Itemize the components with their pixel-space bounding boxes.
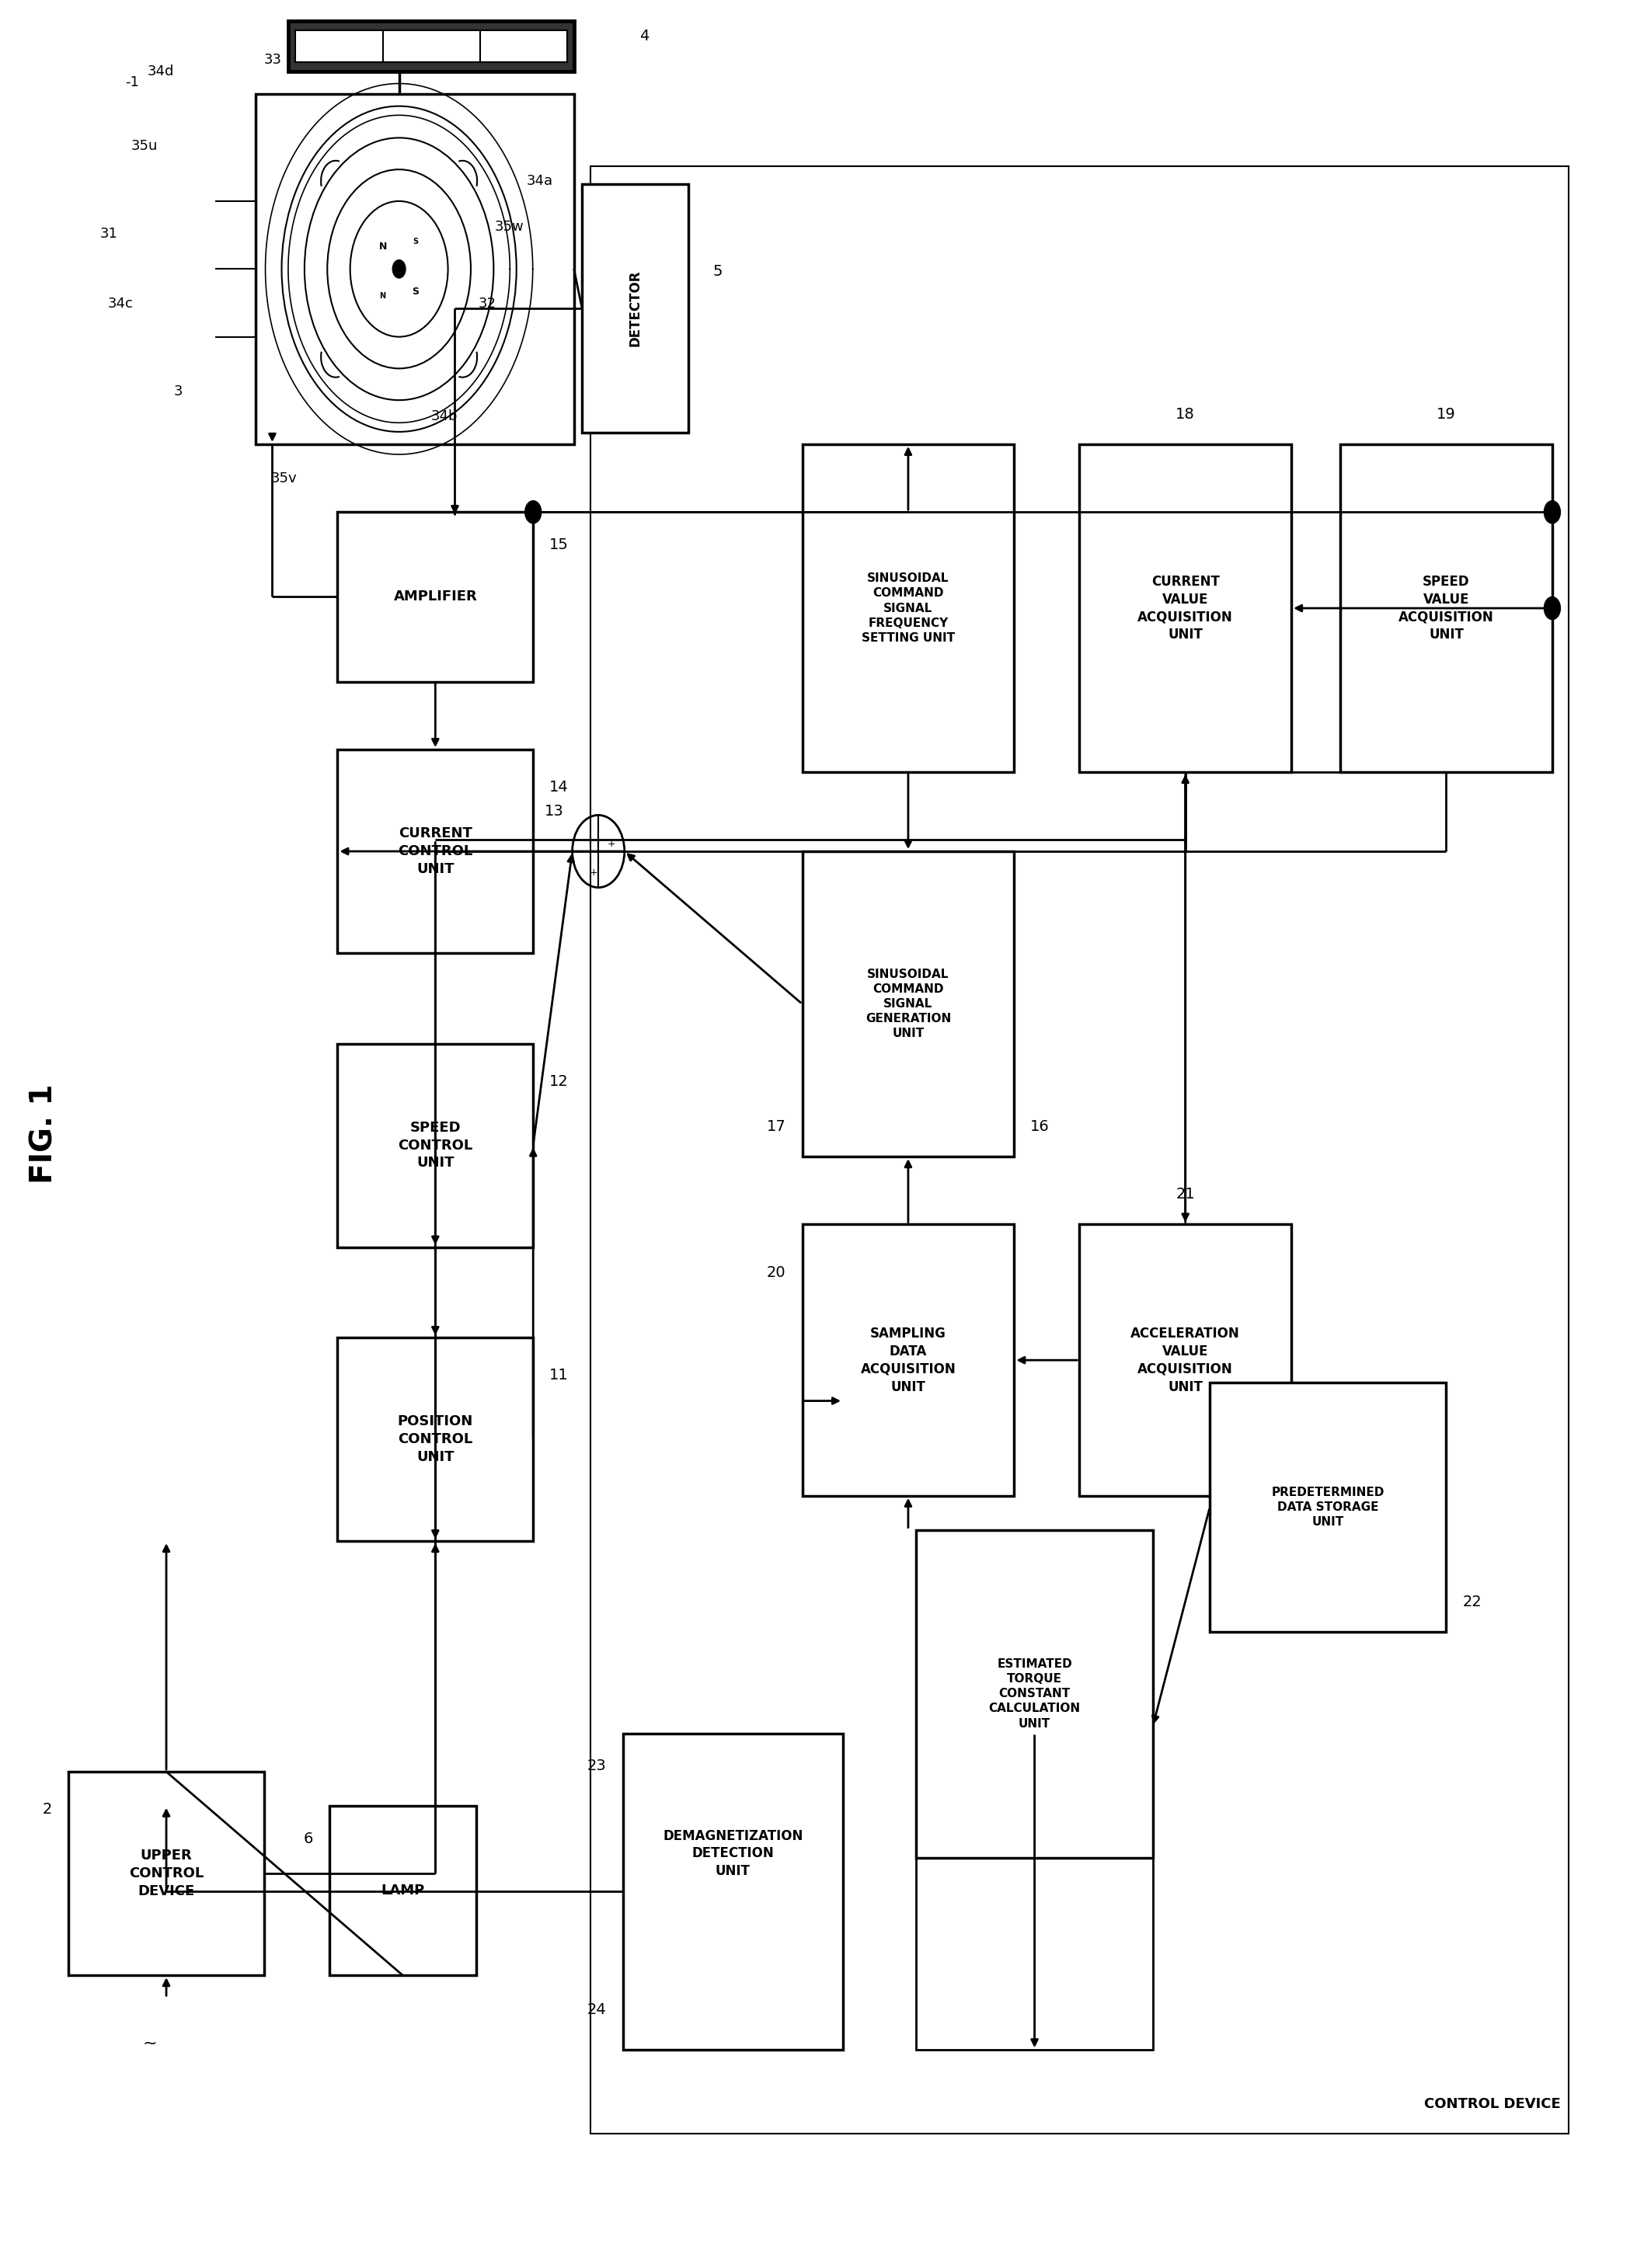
Bar	[337, 513, 534, 683]
Bar	[69, 1771, 264, 1975]
Text: UPPER
CONTROL
DEVICE: UPPER CONTROL DEVICE	[129, 1848, 203, 1898]
Text: 17: 17	[766, 1118, 786, 1134]
Text: 35w: 35w	[494, 220, 524, 234]
Text: 11: 11	[550, 1368, 568, 1383]
Bar	[1079, 445, 1292, 771]
Text: S: S	[413, 238, 417, 245]
Text: N: N	[380, 293, 386, 299]
Bar	[337, 1043, 534, 1247]
Bar	[337, 1338, 534, 1540]
Text: 34d: 34d	[147, 64, 175, 77]
Text: 34c: 34c	[108, 297, 134, 311]
Text: 12: 12	[550, 1075, 568, 1089]
Text: CONTROL DEVICE: CONTROL DEVICE	[1424, 2098, 1560, 2112]
Bar	[1079, 1225, 1292, 1497]
Text: SPEED
VALUE
ACQUISITION
UNIT: SPEED VALUE ACQUISITION UNIT	[1398, 574, 1495, 642]
Circle shape	[1544, 596, 1560, 619]
Text: 34a: 34a	[525, 175, 553, 188]
Text: 23: 23	[588, 1758, 607, 1774]
Text: +: +	[589, 869, 598, 878]
Circle shape	[525, 501, 542, 524]
Text: LAMP: LAMP	[381, 1882, 424, 1898]
Bar	[591, 166, 1568, 2134]
Text: 22: 22	[1462, 1594, 1481, 1608]
Text: 35u: 35u	[131, 138, 159, 154]
Bar	[255, 93, 575, 445]
Bar	[1341, 445, 1552, 771]
Text: SPEED
CONTROL
UNIT: SPEED CONTROL UNIT	[398, 1120, 473, 1170]
Text: ACCELERATION
VALUE
ACQUISITION
UNIT: ACCELERATION VALUE ACQUISITION UNIT	[1131, 1327, 1241, 1395]
Text: 31: 31	[100, 227, 118, 240]
Bar	[622, 1733, 843, 2050]
Bar	[802, 1225, 1015, 1497]
Bar	[583, 184, 688, 433]
Text: 14: 14	[550, 780, 568, 794]
Text: 16: 16	[1030, 1118, 1049, 1134]
Text: DEMAGNETIZATION
DETECTION
UNIT: DEMAGNETIZATION DETECTION UNIT	[663, 1828, 804, 1878]
Text: SINUSOIDAL
COMMAND
SIGNAL
GENERATION
UNIT: SINUSOIDAL COMMAND SIGNAL GENERATION UNI…	[866, 968, 951, 1039]
Text: 33: 33	[264, 52, 282, 66]
Circle shape	[1544, 501, 1560, 524]
Text: CURRENT
VALUE
ACQUISITION
UNIT: CURRENT VALUE ACQUISITION UNIT	[1138, 574, 1233, 642]
Text: -1: -1	[126, 75, 139, 88]
Text: 5: 5	[712, 263, 722, 279]
Text: 2: 2	[43, 1803, 52, 1817]
Bar	[1210, 1383, 1445, 1631]
Text: 3: 3	[174, 386, 183, 399]
Text: 13: 13	[545, 803, 565, 819]
Text: 19: 19	[1437, 406, 1455, 422]
Bar	[337, 748, 534, 953]
Text: N: N	[378, 240, 386, 252]
Text: 24: 24	[588, 2003, 607, 2016]
Text: CURRENT
CONTROL
UNIT: CURRENT CONTROL UNIT	[398, 826, 473, 875]
Text: SAMPLING
DATA
ACQUISITION
UNIT: SAMPLING DATA ACQUISITION UNIT	[861, 1327, 956, 1395]
Text: SINUSOIDAL
COMMAND
SIGNAL
FREQUENCY
SETTING UNIT: SINUSOIDAL COMMAND SIGNAL FREQUENCY SETT…	[861, 572, 954, 644]
Text: 20: 20	[766, 1266, 786, 1279]
Text: AMPLIFIER: AMPLIFIER	[393, 590, 476, 603]
Text: FIG. 1: FIG. 1	[29, 1084, 59, 1184]
Bar	[329, 1805, 476, 1975]
Text: 4: 4	[638, 29, 648, 43]
Text: 35v: 35v	[270, 472, 296, 485]
Text: ESTIMATED
TORQUE
CONSTANT
CALCULATION
UNIT: ESTIMATED TORQUE CONSTANT CALCULATION UN…	[989, 1658, 1080, 1730]
Text: 21: 21	[1175, 1186, 1195, 1202]
Bar	[295, 29, 568, 61]
Circle shape	[393, 261, 406, 279]
Text: ~: ~	[142, 2034, 157, 2050]
Text: POSITION
CONTROL
UNIT: POSITION CONTROL UNIT	[398, 1415, 473, 1465]
Text: 34b: 34b	[431, 408, 458, 424]
Text: S: S	[413, 286, 419, 297]
Text: +: +	[607, 839, 616, 848]
Text: DETECTOR: DETECTOR	[629, 270, 642, 347]
Text: PREDETERMINED
DATA STORAGE
UNIT: PREDETERMINED DATA STORAGE UNIT	[1272, 1486, 1385, 1529]
Text: 18: 18	[1175, 406, 1195, 422]
Bar	[288, 20, 575, 70]
Bar	[917, 1857, 1152, 2050]
Text: 6: 6	[303, 1830, 313, 1846]
Bar	[802, 445, 1015, 771]
Text: 15: 15	[550, 538, 568, 553]
Bar	[917, 1531, 1152, 1857]
Bar	[802, 850, 1015, 1157]
Text: 32: 32	[478, 297, 496, 311]
